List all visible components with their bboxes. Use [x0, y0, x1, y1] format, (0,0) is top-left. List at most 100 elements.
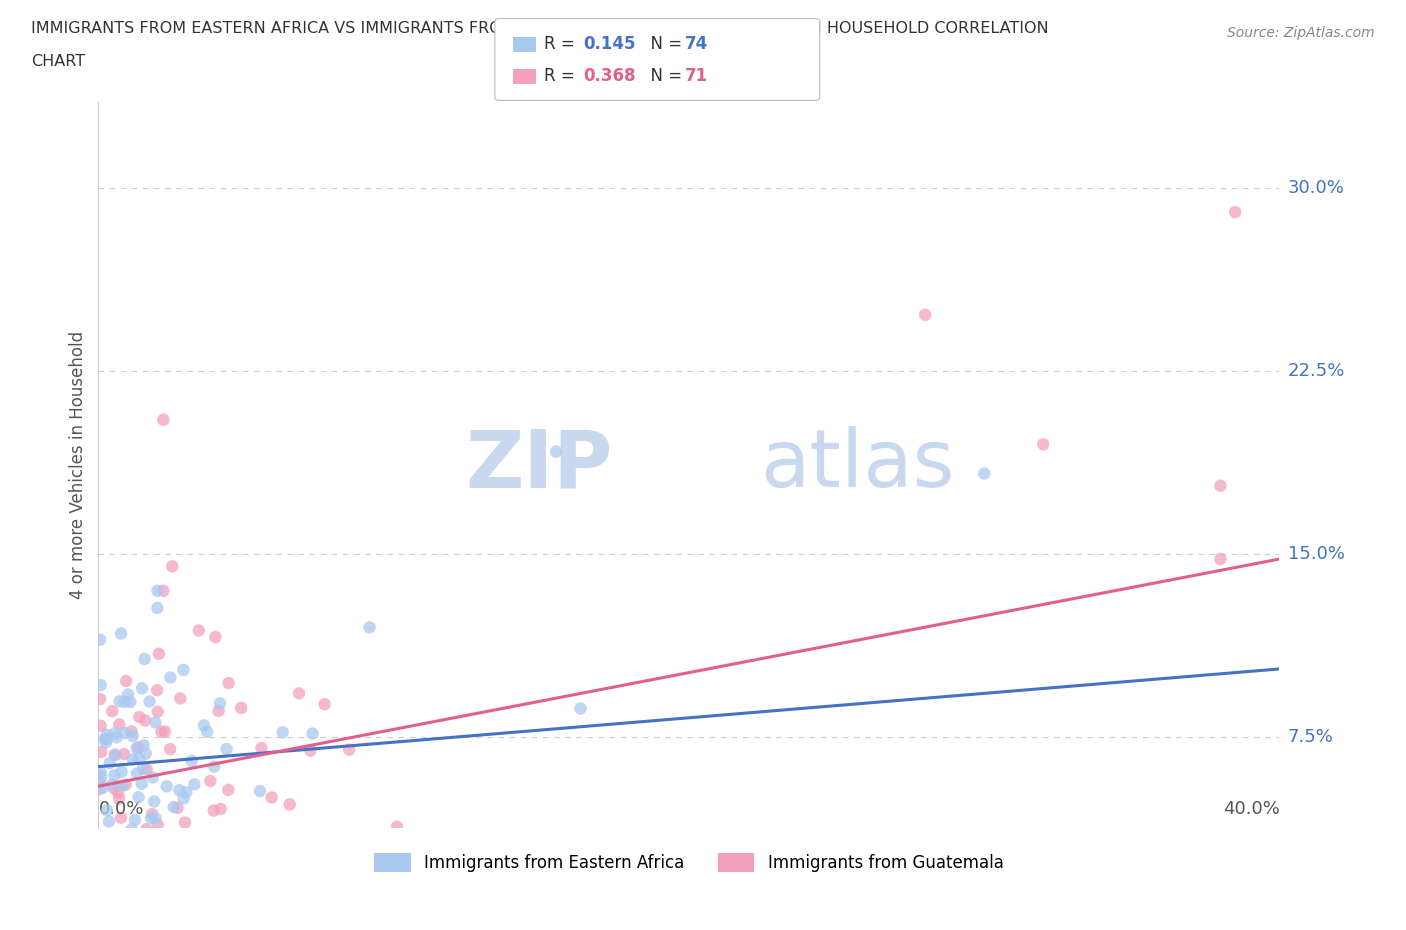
Point [169, 691, 191, 706]
Point [89, 775, 111, 790]
Text: 74: 74 [685, 35, 709, 53]
Point [135, 762, 157, 777]
Point [159, 670, 181, 684]
Point [183, 777, 205, 791]
Point [202, 759, 225, 774]
Point [200, 774, 222, 789]
Point [125, 766, 148, 781]
Point [143, 794, 166, 809]
Text: R =: R = [544, 35, 581, 53]
Point [128, 751, 150, 766]
Text: Source: ZipAtlas.com: Source: ZipAtlas.com [1227, 26, 1375, 40]
Point [115, 673, 138, 688]
Point [134, 713, 156, 728]
Point [270, 828, 292, 843]
Point [114, 777, 136, 792]
Point [195, 724, 218, 739]
Text: N =: N = [640, 67, 688, 86]
Point [141, 828, 163, 843]
Point [208, 696, 231, 711]
Point [104, 748, 127, 763]
Point [101, 828, 124, 843]
Point [141, 806, 163, 821]
Point [128, 710, 150, 724]
Text: 40.0%: 40.0% [1223, 800, 1279, 818]
Point [110, 810, 132, 825]
Point [1225, 205, 1247, 219]
Point [114, 725, 136, 740]
Point [96, 732, 118, 747]
Point [337, 742, 360, 757]
Point [128, 790, 150, 804]
Point [180, 753, 202, 768]
Point [108, 694, 131, 709]
Point [204, 630, 226, 644]
Point [90, 745, 112, 760]
Point [166, 801, 188, 816]
Text: IMMIGRANTS FROM EASTERN AFRICA VS IMMIGRANTS FROM GUATEMALA 4 OR MORE VEHICLES I: IMMIGRANTS FROM EASTERN AFRICA VS IMMIGR… [31, 21, 1049, 36]
Point [187, 623, 209, 638]
Point [117, 687, 139, 702]
Point [209, 802, 232, 817]
Point [301, 726, 323, 741]
Point [973, 466, 995, 481]
Point [121, 821, 143, 836]
Point [112, 747, 135, 762]
Point [235, 828, 257, 843]
Text: 22.5%: 22.5% [1288, 362, 1346, 380]
Point [218, 675, 240, 690]
Point [174, 785, 197, 800]
Point [249, 784, 271, 799]
Point [150, 724, 173, 739]
Point [89, 692, 111, 707]
Point [110, 764, 132, 779]
Point [91, 828, 114, 843]
Point [89, 828, 111, 843]
Point [134, 828, 156, 843]
Point [132, 737, 155, 752]
Point [152, 583, 174, 598]
Point [1032, 437, 1054, 452]
Point [202, 804, 225, 818]
Point [103, 768, 125, 783]
Point [131, 777, 153, 791]
Point [100, 828, 122, 843]
Point [314, 697, 336, 711]
Point [108, 717, 131, 732]
Point [299, 743, 322, 758]
Text: 0.368: 0.368 [583, 67, 636, 86]
Point [107, 785, 129, 800]
Point [172, 662, 194, 677]
Point [107, 828, 129, 843]
Point [354, 828, 377, 843]
Point [288, 686, 311, 701]
Point [250, 741, 273, 756]
Point [101, 777, 124, 792]
Point [96, 727, 118, 742]
Point [159, 741, 181, 756]
Text: 15.0%: 15.0% [1288, 545, 1344, 564]
Point [93, 828, 115, 843]
Point [103, 780, 125, 795]
Point [1209, 551, 1232, 566]
Point [148, 646, 170, 661]
Point [146, 683, 169, 698]
Text: 71: 71 [685, 67, 707, 86]
Point [93, 732, 115, 747]
Legend: Immigrants from Eastern Africa, Immigrants from Guatemala: Immigrants from Eastern Africa, Immigran… [367, 846, 1011, 879]
Point [120, 695, 142, 710]
Point [114, 695, 136, 710]
Point [96, 803, 118, 817]
Point [146, 601, 169, 616]
Point [914, 307, 936, 322]
Text: 0.0%: 0.0% [98, 800, 143, 818]
Point [108, 791, 131, 806]
Point [174, 815, 197, 830]
Point [135, 746, 157, 761]
Text: 30.0%: 30.0% [1288, 179, 1344, 197]
Y-axis label: 4 or more Vehicles in Household: 4 or more Vehicles in Household [69, 331, 87, 599]
Point [134, 652, 156, 667]
Point [124, 813, 146, 828]
Point [207, 703, 229, 718]
Point [217, 782, 239, 797]
